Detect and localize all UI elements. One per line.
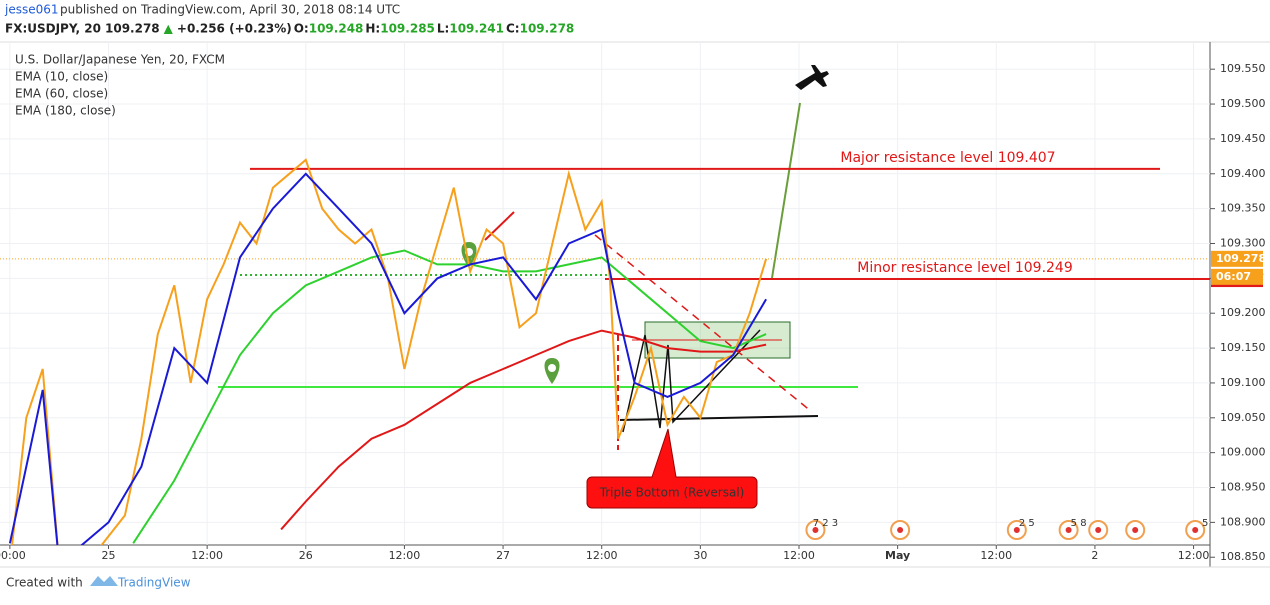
legend-entry: EMA (60, close) [15, 87, 108, 101]
y-tick-label: 109.050 [1220, 411, 1266, 424]
plane-icon [795, 65, 829, 90]
event-dot [897, 527, 904, 533]
marker-dot [548, 364, 556, 372]
event-dot [812, 527, 819, 533]
event-label: 5 8 [1071, 518, 1087, 529]
x-tick-label: 12:00 [980, 549, 1012, 562]
ohlc-value: 109.241 [449, 22, 504, 36]
event-dot [1013, 527, 1020, 533]
brand-logo [90, 576, 118, 586]
series-line [280, 329, 767, 531]
ohlc-value: 109.285 [380, 22, 435, 36]
y-tick-label: 108.850 [1220, 550, 1266, 563]
symbol-line: FX:USDJPY, 20 109.278 ▲ +0.256 (+0.23%) O: 10… [5, 22, 574, 36]
footer-created: Created with [6, 576, 83, 590]
series-line [11, 158, 768, 545]
ohlc-value: 109.278 [520, 22, 575, 36]
x-tick-label: 26 [299, 549, 313, 562]
resistance-label: Major resistance level 109.407 [840, 150, 1055, 166]
symbol: FX:USDJPY, 20 [5, 22, 101, 36]
y-tick-label: 109.200 [1220, 306, 1266, 319]
y-tick-label: 109.550 [1220, 62, 1266, 75]
callout-box [586, 428, 758, 509]
series-line [132, 249, 767, 544]
x-tick-label: 27 [496, 549, 510, 562]
change: +0.256 (+0.23%) [177, 22, 292, 36]
ohlc-key: L: [437, 22, 449, 36]
y-tick-label: 109.400 [1220, 167, 1266, 180]
resistance-label: Minor resistance level 109.249 [857, 260, 1073, 276]
ohlc-key: H: [365, 22, 380, 36]
event-dot [1192, 527, 1199, 533]
x-tick-label: 12:00 [191, 549, 223, 562]
y-tick-label: 109.100 [1220, 376, 1266, 389]
footer-brand[interactable]: TradingView [117, 576, 191, 590]
legend-entry: EMA (10, close) [15, 70, 108, 84]
legend-entry: U.S. Dollar/Japanese Yen, 20, FXCM [15, 53, 225, 67]
x-tick-label: 12:00 [783, 549, 815, 562]
x-tick-label: 00:00 [0, 549, 26, 562]
y-tick-label: 109.150 [1220, 341, 1266, 354]
y-tick-label: 109.350 [1220, 202, 1266, 215]
x-tick-label: 2 [1091, 549, 1098, 562]
x-tick-label: 25 [102, 549, 116, 562]
x-tick-label: 12:00 [586, 549, 618, 562]
target-arrow [771, 102, 801, 279]
ohlc-value: 109.248 [309, 22, 364, 36]
event-dot [1095, 527, 1102, 533]
published: published on TradingView.com, April 30, … [60, 3, 400, 17]
event-dot [1065, 527, 1072, 533]
x-tick-label: 30 [693, 549, 707, 562]
price-badge [1211, 250, 1263, 267]
countdown-badge [1211, 268, 1263, 285]
neckline [619, 415, 819, 421]
event-label: 5 [1202, 518, 1208, 529]
event-label: 7 2 3 [813, 518, 838, 529]
ohlc-key: C: [506, 22, 520, 36]
y-tick-label: 108.900 [1220, 515, 1266, 528]
triple-bottom-lines [622, 329, 761, 433]
x-tick-label: May [885, 549, 910, 562]
countdown: 06:07 [1216, 270, 1251, 283]
y-tick-label: 109.450 [1220, 132, 1266, 145]
event-dot [1132, 527, 1139, 533]
y-tick-label: 109.000 [1220, 446, 1266, 459]
y-tick-label: 109.300 [1220, 236, 1266, 249]
last-price: 109.278 [105, 22, 160, 36]
y-tick-label: 109.500 [1220, 97, 1266, 110]
callout-text: Triple Bottom (Reversal) [599, 486, 745, 500]
ohlc-key: O: [294, 22, 309, 36]
y-tick-label: 108.950 [1220, 481, 1266, 494]
x-tick-label: 12:00 [389, 549, 421, 562]
dashed-trend [594, 234, 813, 413]
series-line [8, 172, 767, 545]
change-arrow: ▲ [164, 22, 174, 36]
legend-entry: EMA (180, close) [15, 104, 116, 118]
price-badge-label: 109.278 [1216, 252, 1266, 265]
trend-mark [484, 211, 515, 241]
x-tick-label: 12:00 [1178, 549, 1210, 562]
author[interactable]: jesse061 [4, 3, 59, 17]
event-label: 2 5 [1019, 518, 1035, 529]
